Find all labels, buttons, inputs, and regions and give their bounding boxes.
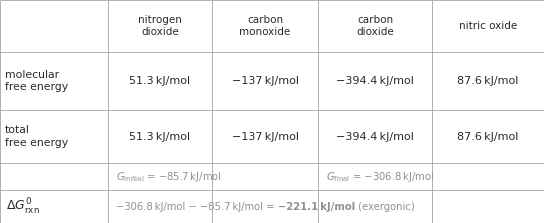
Text: −137 kJ/mol: −137 kJ/mol	[232, 132, 299, 142]
Text: 51.3 kJ/mol: 51.3 kJ/mol	[129, 76, 190, 86]
Text: $\it{G}_{\rm{final}}$ = −306.8 kJ/mol: $\it{G}_{\rm{final}}$ = −306.8 kJ/mol	[326, 169, 435, 184]
Text: 87.6 kJ/mol: 87.6 kJ/mol	[458, 76, 518, 86]
Text: 87.6 kJ/mol: 87.6 kJ/mol	[458, 132, 518, 142]
Text: total
free energy: total free energy	[5, 125, 68, 148]
Text: molecular
free energy: molecular free energy	[5, 70, 68, 92]
Text: 51.3 kJ/mol: 51.3 kJ/mol	[129, 132, 190, 142]
Text: −221.1 kJ/mol: −221.1 kJ/mol	[277, 202, 355, 211]
Text: −394.4 kJ/mol: −394.4 kJ/mol	[336, 76, 414, 86]
Text: nitric oxide: nitric oxide	[459, 21, 517, 31]
Text: carbon
monoxide: carbon monoxide	[239, 15, 290, 37]
Text: −137 kJ/mol: −137 kJ/mol	[232, 76, 299, 86]
Text: −306.8 kJ/mol − −85.7 kJ/mol =: −306.8 kJ/mol − −85.7 kJ/mol =	[116, 202, 277, 211]
Text: −394.4 kJ/mol: −394.4 kJ/mol	[336, 132, 414, 142]
Text: nitrogen
dioxide: nitrogen dioxide	[138, 15, 182, 37]
Text: carbon
dioxide: carbon dioxide	[356, 15, 394, 37]
Text: (exergonic): (exergonic)	[355, 202, 415, 211]
Text: $\Delta \it{G}^{\rm{0}}_{\rm{rxn}}$: $\Delta \it{G}^{\rm{0}}_{\rm{rxn}}$	[6, 196, 40, 217]
Text: $\it{G}_{\rm{initial}}$ = −85.7 kJ/mol: $\it{G}_{\rm{initial}}$ = −85.7 kJ/mol	[116, 169, 222, 184]
